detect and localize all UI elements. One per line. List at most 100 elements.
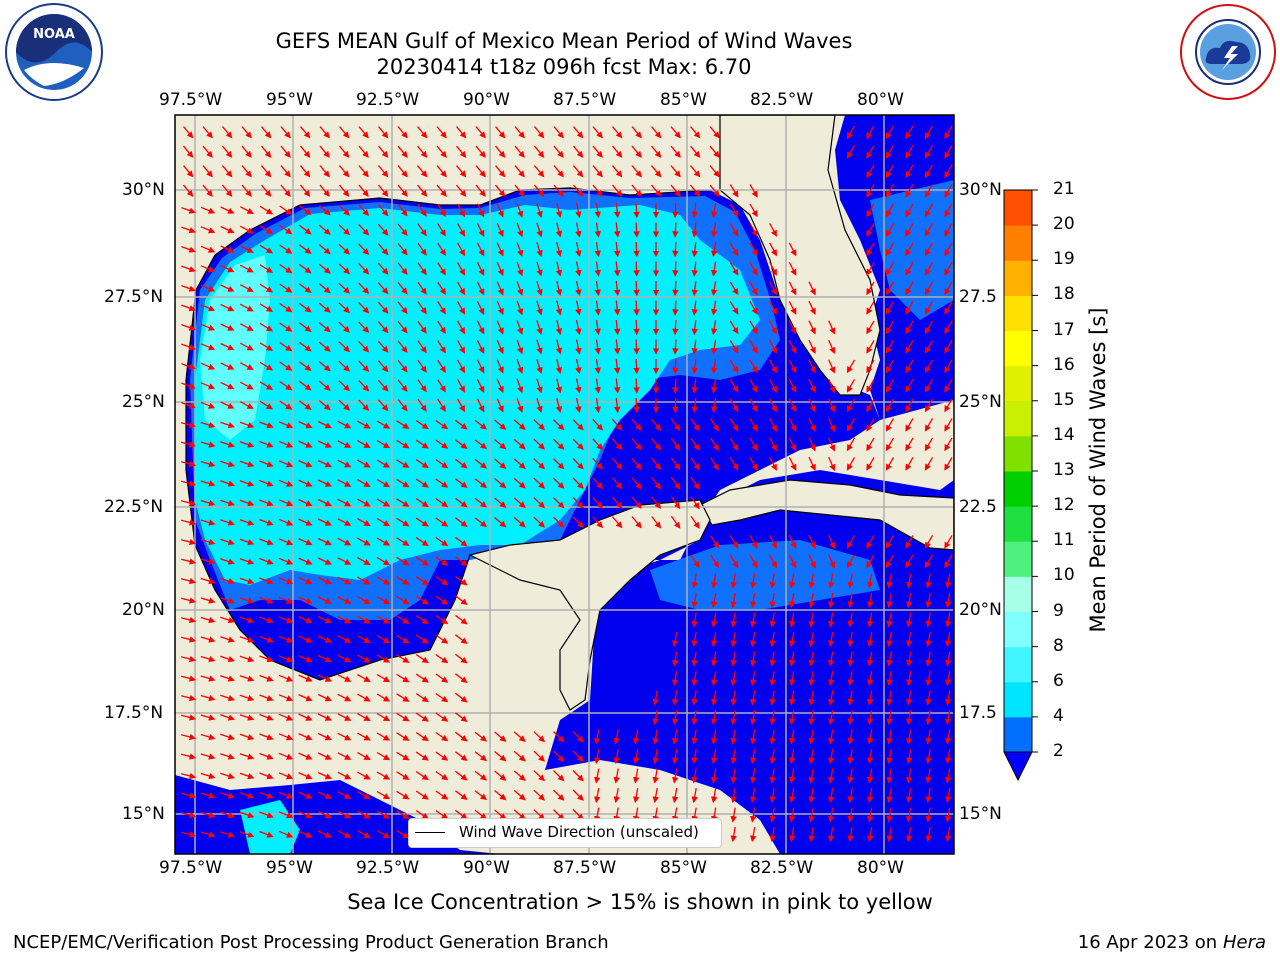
wind-arrow — [573, 126, 584, 139]
wind-arrow — [534, 126, 545, 139]
wind-arrow — [239, 225, 254, 234]
wind-arrow — [337, 576, 352, 585]
wind-arrow — [611, 457, 623, 470]
wind-arrow — [259, 421, 274, 429]
wind-arrow — [827, 690, 835, 706]
wind-arrow — [846, 145, 856, 159]
wind-arrow — [357, 479, 371, 488]
wind-arrow — [181, 362, 196, 370]
wind-arrow — [239, 323, 254, 331]
wind-arrow — [691, 300, 699, 316]
wind-arrow — [788, 379, 797, 393]
nws-logo — [1178, 2, 1278, 102]
legend-line-icon — [415, 832, 445, 833]
wind-arrow — [435, 634, 449, 644]
wind-arrow — [944, 242, 953, 257]
wind-arrow — [317, 635, 332, 643]
wind-arrow — [905, 262, 914, 276]
wind-arrow — [357, 518, 371, 527]
wind-arrow — [924, 184, 934, 198]
wind-arrow — [769, 242, 777, 257]
wind-arrow — [788, 359, 797, 374]
colorbar-tick-label: 10 — [1053, 565, 1075, 586]
wind-arrow — [924, 398, 934, 413]
wind-arrow — [885, 340, 895, 354]
colorbar-segment — [1004, 365, 1032, 402]
wind-arrow — [866, 379, 875, 393]
wind-arrow — [905, 437, 914, 452]
wind-arrow — [455, 614, 468, 625]
wind-arrow — [575, 202, 582, 219]
footer-right: 16 Apr 2023 on Hera — [1078, 932, 1266, 953]
wind-arrow — [847, 592, 854, 609]
wind-arrow — [846, 418, 856, 432]
wind-arrow — [788, 340, 797, 354]
wind-arrow — [298, 499, 313, 507]
wind-arrow — [633, 397, 640, 414]
wind-arrow — [357, 557, 371, 566]
wind-arrow — [476, 359, 485, 374]
wind-arrow — [415, 615, 429, 625]
wind-arrow — [905, 457, 914, 471]
wind-arrow — [475, 184, 486, 197]
wind-arrow — [924, 554, 934, 569]
wind-arrow — [200, 245, 216, 253]
wind-arrow — [866, 651, 874, 667]
wind-arrow — [944, 612, 952, 628]
wind-arrow — [730, 690, 737, 706]
wind-arrow — [259, 303, 274, 312]
wind-arrow — [397, 145, 408, 158]
wind-arrow — [709, 165, 720, 178]
wind-arrow — [672, 300, 679, 316]
wind-arrow — [769, 651, 776, 667]
wind-arrow — [377, 262, 389, 275]
wind-arrow — [318, 224, 331, 235]
wind-arrow — [435, 478, 449, 488]
wind-arrow — [651, 145, 662, 158]
wind-arrow — [553, 516, 565, 528]
wind-arrow — [200, 382, 216, 390]
wind-arrow — [376, 478, 391, 488]
wind-arrow — [924, 379, 934, 393]
wind-arrow — [280, 165, 291, 178]
colorbar-segment — [1004, 576, 1032, 612]
wind-arrow — [651, 165, 662, 178]
lon-label-top: 92.5°W — [356, 90, 420, 110]
wind-arrow — [555, 320, 563, 336]
wind-arrow — [671, 670, 679, 687]
wind-arrow — [239, 460, 255, 468]
wind-arrow — [456, 184, 467, 197]
wind-arrow — [633, 261, 640, 277]
wind-arrow — [612, 165, 623, 178]
wind-arrow — [749, 242, 758, 257]
wind-arrow — [279, 244, 293, 254]
wind-arrow — [866, 145, 875, 159]
wind-arrow — [455, 478, 468, 488]
wind-arrow — [611, 418, 623, 431]
wind-arrow — [575, 397, 582, 414]
wind-arrow — [729, 554, 739, 569]
wind-arrow — [594, 281, 601, 297]
wind-arrow — [886, 670, 893, 687]
wind-arrow — [866, 301, 875, 315]
wind-arrow — [769, 339, 777, 354]
wind-arrow — [536, 300, 543, 316]
wind-arrow — [338, 243, 351, 255]
wind-arrow — [788, 281, 797, 296]
wind-arrow — [905, 281, 914, 296]
wind-arrow — [299, 400, 312, 410]
wind-arrow — [808, 320, 816, 335]
wind-arrow — [691, 397, 699, 414]
wind-arrow — [886, 651, 893, 667]
wind-arrow — [924, 437, 934, 452]
wind-arrow — [944, 631, 952, 648]
wind-arrow — [729, 457, 739, 471]
wind-arrow — [435, 692, 449, 703]
lat-label-right: 20°N — [959, 600, 1002, 620]
wind-arrow — [397, 301, 408, 315]
wind-arrow — [239, 206, 254, 214]
wind-arrow — [200, 655, 216, 663]
colorbar-segment — [1004, 435, 1032, 472]
wind-arrow — [691, 339, 699, 355]
wind-arrow — [259, 400, 274, 410]
